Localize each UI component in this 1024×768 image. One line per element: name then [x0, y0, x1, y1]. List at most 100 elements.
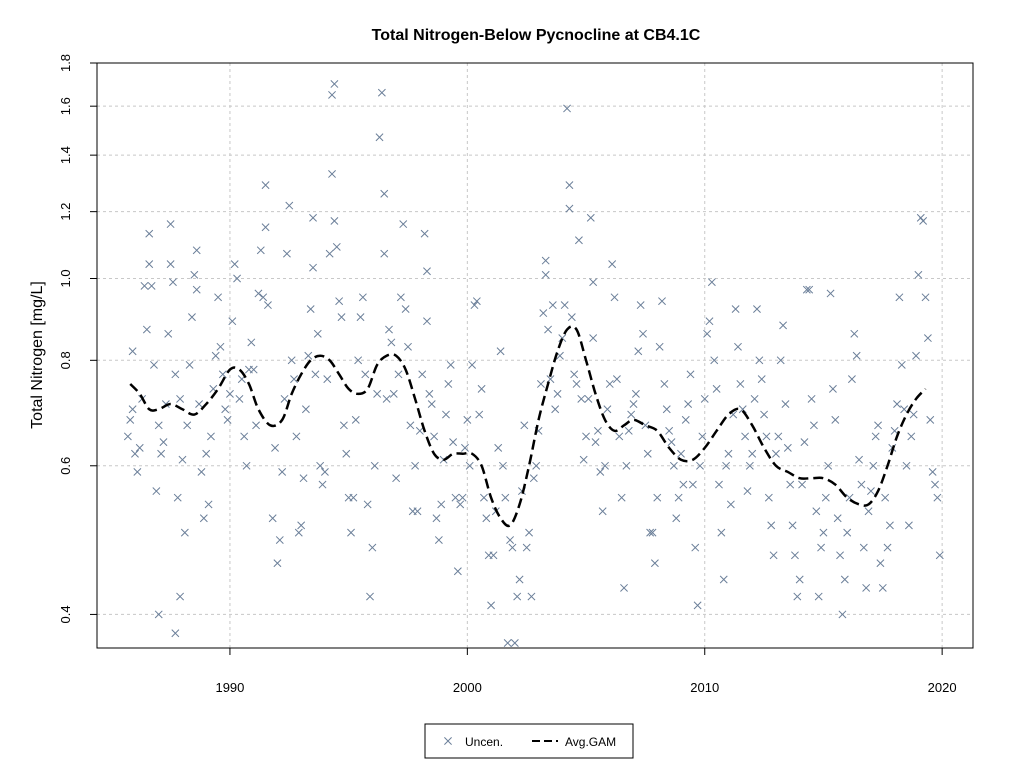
- data-point: [425, 389, 434, 398]
- data-point: [776, 356, 785, 365]
- data-point: [774, 432, 783, 441]
- data-point: [254, 289, 263, 298]
- data-point: [268, 514, 277, 523]
- data-point: [636, 301, 645, 310]
- data-point: [349, 493, 358, 502]
- data-point: [392, 474, 401, 483]
- data-point: [169, 278, 177, 287]
- data-point: [489, 551, 498, 560]
- data-point: [793, 592, 802, 601]
- data-point: [442, 410, 450, 419]
- data-point: [323, 375, 332, 384]
- data-point: [591, 438, 600, 447]
- data-point: [427, 400, 436, 409]
- data-point: [401, 305, 410, 314]
- data-point: [570, 370, 579, 379]
- y-tick-label: 0.6: [58, 457, 73, 475]
- data-point: [444, 380, 453, 388]
- data-point: [790, 551, 799, 560]
- data-point: [817, 543, 826, 552]
- data-point: [921, 293, 930, 302]
- data-point: [653, 493, 662, 502]
- gam-line: [129, 325, 927, 528]
- data-point: [192, 246, 201, 255]
- data-point: [363, 500, 372, 509]
- data-point: [233, 274, 242, 283]
- data-point: [655, 342, 664, 351]
- data-point: [330, 216, 339, 225]
- data-point: [218, 370, 227, 379]
- y-tick-label: 0.8: [58, 351, 73, 369]
- data-point: [385, 325, 393, 334]
- x-axis: 1990 2000 2010 2020: [215, 648, 957, 695]
- data-point: [228, 317, 237, 326]
- data-point: [164, 329, 173, 338]
- data-point: [188, 313, 196, 322]
- data-point: [909, 410, 918, 419]
- data-point: [876, 559, 885, 568]
- data-point: [710, 356, 719, 365]
- data-point: [180, 528, 189, 537]
- data-point: [686, 370, 695, 379]
- data-point: [539, 309, 548, 318]
- data-point: [387, 338, 396, 347]
- data-point: [154, 421, 163, 430]
- data-point: [824, 461, 833, 470]
- data-point: [895, 293, 904, 302]
- data-point: [781, 400, 790, 409]
- legend-x-icon: [444, 737, 452, 745]
- data-point: [361, 370, 370, 379]
- data-point: [596, 467, 605, 476]
- data-point: [252, 421, 261, 430]
- data-point: [123, 432, 132, 441]
- data-point: [757, 375, 766, 384]
- data-point: [807, 394, 816, 403]
- data-point: [696, 461, 704, 470]
- data-point: [724, 449, 733, 458]
- data-point: [159, 438, 168, 447]
- data-point: [451, 493, 460, 502]
- data-point: [582, 432, 590, 441]
- data-point: [935, 551, 944, 560]
- data-point: [809, 421, 818, 430]
- data-point: [605, 380, 614, 388]
- data-point: [287, 356, 296, 365]
- data-point: [415, 426, 424, 435]
- gam-line-path: [129, 325, 927, 528]
- data-point: [328, 90, 336, 99]
- data-point: [420, 229, 429, 238]
- data-point: [878, 583, 887, 592]
- data-point: [126, 415, 135, 424]
- data-point: [273, 559, 282, 568]
- data-point: [620, 583, 628, 592]
- data-point: [299, 474, 308, 483]
- data-point: [503, 639, 512, 647]
- data-point: [601, 461, 609, 470]
- y-tick-label: 1.8: [58, 54, 73, 72]
- data-point: [648, 528, 657, 537]
- data-point: [183, 421, 192, 430]
- y-tick-label: 0.4: [58, 605, 73, 623]
- data-point: [290, 375, 298, 384]
- data-point: [819, 528, 828, 537]
- data-point: [914, 270, 923, 279]
- data-point: [522, 543, 531, 552]
- data-point: [862, 583, 871, 592]
- data-point: [171, 370, 180, 379]
- data-point: [173, 493, 182, 502]
- data-point: [309, 213, 317, 222]
- data-point: [553, 389, 562, 398]
- data-point: [465, 461, 474, 470]
- data-point: [432, 514, 441, 523]
- data-point: [366, 592, 374, 601]
- data-point: [565, 181, 574, 190]
- data-point: [627, 410, 636, 419]
- data-point: [211, 351, 220, 360]
- data-point: [461, 443, 469, 452]
- data-point: [681, 415, 690, 424]
- data-point: [923, 334, 932, 343]
- data-point: [214, 293, 223, 302]
- data-point: [263, 301, 272, 310]
- data-point: [893, 400, 901, 409]
- data-point: [584, 394, 593, 403]
